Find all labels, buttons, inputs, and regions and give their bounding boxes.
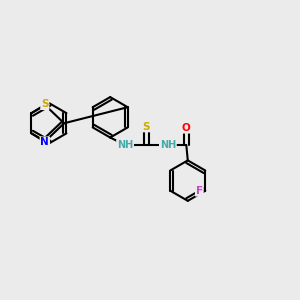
Text: S: S (143, 122, 150, 131)
Text: F: F (196, 186, 203, 196)
Text: NH: NH (160, 140, 176, 150)
Text: S: S (41, 99, 49, 109)
Text: NH: NH (117, 140, 133, 150)
Text: N: N (40, 137, 49, 147)
Text: O: O (182, 123, 191, 133)
